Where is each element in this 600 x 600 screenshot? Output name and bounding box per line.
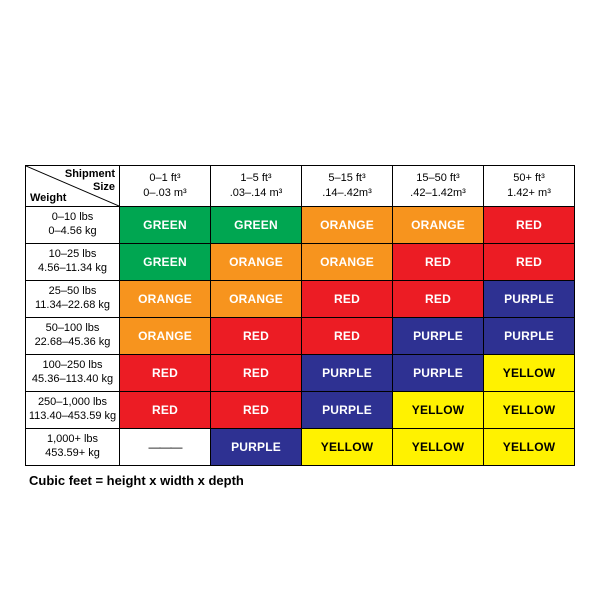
color-cell-red: RED [210,317,302,355]
color-cell-purple: PURPLE [392,317,484,355]
row-label-kilograms: 22.68–45.36 kg [34,336,111,348]
color-cell-red: RED [483,206,575,244]
color-cell-red: RED [392,280,484,318]
color-cell-green: GREEN [119,243,211,281]
color-cell-purple: PURPLE [210,428,302,466]
row-label: 100–250 lbs 45.36–113.40 kg [25,354,120,392]
color-cell-orange: ORANGE [392,206,484,244]
row-label-pounds: 25–50 lbs [48,285,97,298]
column-header-cubic-feet: 5–15 ft³ [328,172,366,185]
color-cell-red: RED [210,391,302,429]
row-label-pounds: 10–25 lbs [48,248,97,261]
color-cell-yellow: YELLOW [392,428,484,466]
row-label-kilograms: 113.40–453.59 kg [28,410,117,422]
row-label-kilograms: 45.36–113.40 kg [31,373,114,385]
row-label: 50–100 lbs 22.68–45.36 kg [25,317,120,355]
color-cell-red: RED [210,354,302,392]
column-header-cubic-meters: .42–1.42m³ [410,187,466,199]
color-cell-purple: PURPLE [301,354,393,392]
color-cell-red: RED [392,243,484,281]
color-cell-red: RED [301,280,393,318]
color-cell-red: RED [119,391,211,429]
diagonal-divider-line [26,166,119,206]
row-label: 25–50 lbs 11.34–22.68 kg [25,280,120,318]
empty-cell: ——— [119,428,211,466]
column-header-cubic-feet: 50+ ft³ [513,172,545,185]
row-label-kilograms: 0–4.56 kg [48,225,97,237]
color-cell-yellow: YELLOW [301,428,393,466]
column-header: 1–5 ft³ .03–.14 m³ [210,165,302,207]
column-header-cubic-meters: 1.42+ m³ [507,187,551,199]
corner-size-text: Size [92,181,115,194]
shipment-color-table: Shipment Size Weight 0–1 ft³ 0–.03 m³ 1–5 … [25,165,575,466]
color-cell-purple: PURPLE [392,354,484,392]
color-cell-orange: ORANGE [301,206,393,244]
row-label-pounds: 50–100 lbs [45,322,100,335]
row-label-pounds: 100–250 lbs [42,359,103,372]
color-cell-red: RED [301,317,393,355]
color-cell-green: GREEN [119,206,211,244]
color-cell-purple: PURPLE [483,280,575,318]
color-cell-yellow: YELLOW [483,354,575,392]
column-header: 0–1 ft³ 0–.03 m³ [119,165,211,207]
column-header-cubic-feet: 0–1 ft³ [149,172,181,185]
color-cell-orange: ORANGE [210,243,302,281]
color-cell-red: RED [483,243,575,281]
row-label-pounds: 0–10 lbs [51,211,94,224]
color-cell-orange: ORANGE [119,280,211,318]
color-cell-yellow: YELLOW [483,391,575,429]
row-label-pounds: 1,000+ lbs [46,433,99,446]
column-header: 50+ ft³ 1.42+ m³ [483,165,575,207]
color-cell-yellow: YELLOW [392,391,484,429]
color-cell-purple: PURPLE [301,391,393,429]
column-header-cubic-meters: 0–.03 m³ [143,187,187,199]
color-cell-orange: ORANGE [301,243,393,281]
table-row: 25–50 lbs 11.34–22.68 kg ORANGE ORANGE RED RE… [25,280,575,318]
color-cell-purple: PURPLE [483,317,575,355]
table-row: 1,000+ lbs 453.59+ kg ——— PURPLE YELLOW YELLO… [25,428,575,466]
corner-shipment-text: Shipment [64,168,115,180]
corner-shipment-size-label: Shipment Size [65,168,115,194]
column-header-cubic-feet: 1–5 ft³ [240,172,272,185]
cubic-feet-footnote: Cubic feet = height x width x depth [29,473,244,488]
header-row: Shipment Size Weight 0–1 ft³ 0–.03 m³ 1–5 … [25,165,575,207]
row-label: 1,000+ lbs 453.59+ kg [25,428,120,466]
color-cell-orange: ORANGE [210,280,302,318]
row-label: 10–25 lbs 4.56–11.34 kg [25,243,120,281]
column-header-cubic-feet: 15–50 ft³ [416,172,460,185]
row-label-kilograms: 453.59+ kg [45,447,100,459]
column-header-cubic-meters: .14–.42m³ [322,187,372,199]
color-cell-red: RED [119,354,211,392]
color-cell-green: GREEN [210,206,302,244]
column-header: 5–15 ft³ .14–.42m³ [301,165,393,207]
table-row: 100–250 lbs 45.36–113.40 kg RED RED PURPLE PU… [25,354,575,392]
table-row: 10–25 lbs 4.56–11.34 kg GREEN ORANGE ORANGE R… [25,243,575,281]
row-label-pounds: 250–1,000 lbs [37,396,108,409]
table-row: 0–10 lbs 0–4.56 kg GREEN GREEN ORANGE ORANGE R… [25,206,575,244]
row-label: 250–1,000 lbs 113.40–453.59 kg [25,391,120,429]
corner-cell: Shipment Size Weight [25,165,120,207]
row-label-kilograms: 4.56–11.34 kg [38,262,107,274]
row-label-kilograms: 11.34–22.68 kg [34,299,111,311]
corner-weight-label: Weight [30,192,67,204]
row-label: 0–10 lbs 0–4.56 kg [25,206,120,244]
table-row: 50–100 lbs 22.68–45.36 kg ORANGE RED RED PURP… [25,317,575,355]
color-cell-orange: ORANGE [119,317,211,355]
color-cell-yellow: YELLOW [483,428,575,466]
column-header-cubic-meters: .03–.14 m³ [229,187,283,199]
shipment-color-table-wrap: Shipment Size Weight 0–1 ft³ 0–.03 m³ 1–5 … [25,165,575,466]
table-row: 250–1,000 lbs 113.40–453.59 kg RED RED PURPL… [25,391,575,429]
column-header: 15–50 ft³ .42–1.42m³ [392,165,484,207]
